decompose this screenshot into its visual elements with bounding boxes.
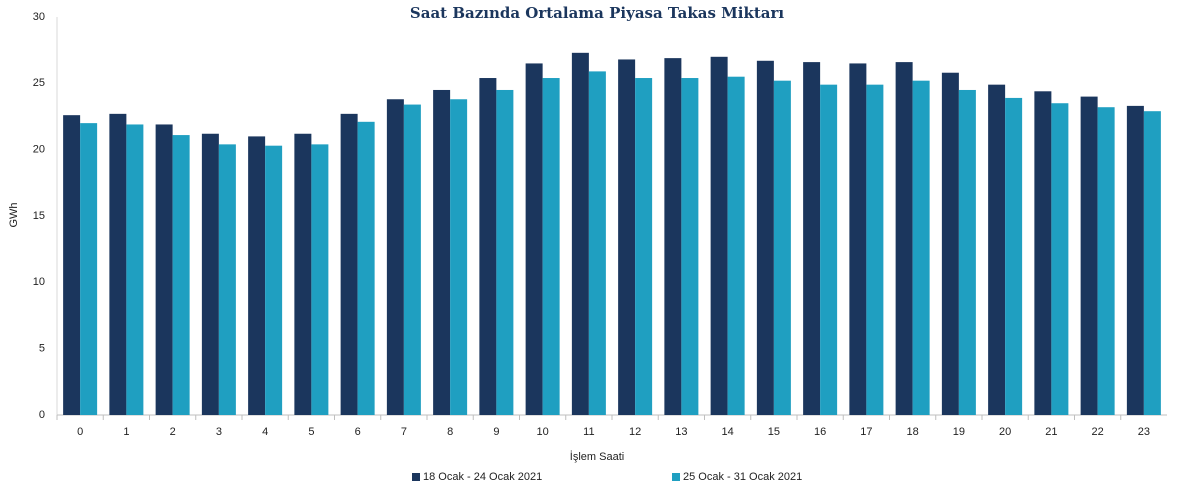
bar — [1034, 91, 1052, 415]
bar — [1005, 97, 1023, 415]
bar — [265, 145, 283, 416]
x-tick-label: 1 — [123, 426, 129, 438]
bar — [820, 84, 838, 415]
bar — [618, 59, 636, 415]
bar — [450, 99, 468, 416]
bar — [525, 63, 543, 415]
x-tick-label: 20 — [999, 426, 1011, 438]
legend-swatch — [412, 473, 420, 481]
bar — [479, 78, 497, 415]
y-tick-label: 5 — [39, 343, 45, 355]
x-tick-label: 0 — [77, 426, 83, 438]
bar — [248, 136, 266, 415]
bar — [941, 72, 959, 415]
bar — [311, 144, 329, 416]
chart-title: Saat Bazında Ortalama Piyasa Takas Mikta… — [410, 4, 784, 22]
x-tick-label: 5 — [308, 426, 314, 438]
bar — [681, 78, 699, 415]
bar — [635, 78, 653, 415]
bar — [1097, 107, 1115, 416]
bar — [803, 62, 821, 416]
x-tick-label: 17 — [860, 426, 872, 438]
x-tick-label: 7 — [401, 426, 407, 438]
bar — [912, 80, 930, 416]
y-axis-label: GWh — [8, 202, 20, 227]
x-tick-label: 21 — [1045, 426, 1057, 438]
bar — [727, 76, 745, 415]
y-tick-label: 0 — [39, 409, 45, 421]
bar — [988, 84, 1006, 415]
bar — [588, 71, 606, 415]
x-tick-label: 10 — [537, 426, 549, 438]
x-tick-label: 12 — [629, 426, 641, 438]
bar — [895, 62, 913, 416]
bar — [340, 113, 358, 415]
y-tick-label: 20 — [33, 144, 45, 156]
bar — [357, 121, 375, 415]
bar — [710, 56, 728, 416]
bar — [1126, 105, 1144, 416]
x-tick-label: 22 — [1092, 426, 1104, 438]
legend-swatch — [672, 473, 680, 481]
bar — [126, 124, 144, 416]
bar — [63, 115, 81, 415]
x-tick-label: 19 — [953, 426, 965, 438]
y-tick-label: 30 — [33, 11, 45, 23]
x-tick-label: 6 — [355, 426, 361, 438]
bar — [1051, 103, 1069, 415]
bar — [109, 113, 127, 415]
y-tick-label: 25 — [33, 77, 45, 89]
bar — [571, 52, 589, 415]
x-tick-label: 13 — [675, 426, 687, 438]
x-tick-label: 9 — [493, 426, 499, 438]
legend-label: 25 Ocak - 31 Ocak 2021 — [683, 471, 802, 483]
bar — [201, 133, 219, 415]
y-tick-label: 15 — [33, 210, 45, 222]
bar — [403, 104, 421, 415]
x-tick-label: 3 — [216, 426, 222, 438]
x-tick-label: 16 — [814, 426, 826, 438]
bar — [294, 133, 312, 415]
y-tick-label: 10 — [33, 276, 45, 288]
x-tick-label: 14 — [722, 426, 734, 438]
bar — [773, 80, 791, 416]
x-tick-label: 2 — [170, 426, 176, 438]
bar — [433, 89, 451, 415]
x-tick-label: 18 — [907, 426, 919, 438]
x-axis-label: İşlem Saati — [570, 450, 624, 463]
bar — [958, 89, 976, 415]
bar — [756, 60, 774, 415]
bar — [155, 124, 173, 416]
bar — [172, 135, 190, 415]
bar — [386, 99, 404, 416]
bar — [218, 144, 236, 416]
legend-label: 18 Ocak - 24 Ocak 2021 — [423, 471, 542, 483]
bar — [1143, 111, 1161, 416]
x-tick-label: 23 — [1138, 426, 1150, 438]
x-tick-label: 11 — [583, 426, 594, 438]
x-tick-label: 4 — [262, 426, 268, 438]
bar — [542, 78, 560, 415]
bar — [496, 89, 514, 415]
bar — [1080, 96, 1098, 415]
x-tick-label: 8 — [447, 426, 453, 438]
bar — [664, 58, 682, 415]
bar — [80, 123, 98, 415]
x-tick-label: 15 — [768, 426, 780, 438]
bar — [849, 63, 867, 415]
bar — [866, 84, 884, 415]
